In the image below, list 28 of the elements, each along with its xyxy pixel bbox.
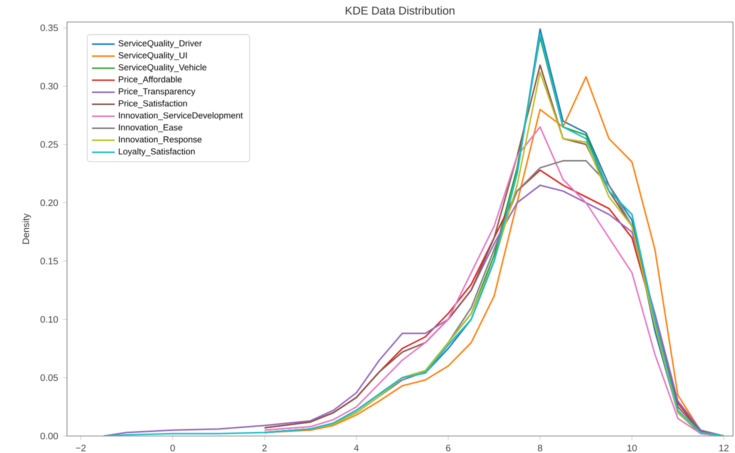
x-tick-label: 2 bbox=[262, 444, 267, 452]
y-tick-label: 0.35 bbox=[40, 24, 58, 32]
legend-label: Price_Affordable bbox=[118, 76, 182, 84]
x-tick-label: −2 bbox=[76, 444, 86, 452]
x-tick-label: 10 bbox=[627, 444, 637, 452]
x-tick-label: 4 bbox=[354, 444, 359, 452]
legend-label: Loyalty_Satisfaction bbox=[118, 148, 195, 156]
x-tick-label: 8 bbox=[538, 444, 542, 452]
y-tick-label: 0.15 bbox=[40, 258, 58, 264]
legend-label: Innovation_Ease bbox=[118, 124, 182, 132]
x-tick-label: 6 bbox=[446, 444, 450, 452]
legend-label: Innovation_Response bbox=[118, 136, 202, 144]
y-tick-label: 0.00 bbox=[40, 432, 58, 440]
y-tick-label: 0.05 bbox=[40, 374, 58, 381]
y-tick-label: 0.10 bbox=[40, 316, 58, 323]
y-tick-label: 0.20 bbox=[40, 199, 58, 206]
legend-label: Price_Satisfaction bbox=[118, 100, 187, 108]
y-axis-title: Density bbox=[22, 213, 31, 244]
legend-label: Innovation_ServiceDevelopment bbox=[118, 112, 243, 120]
y-tick-label: 0.30 bbox=[40, 82, 58, 90]
legend-label: Price_Transparency bbox=[118, 88, 196, 96]
legend-label: ServiceQuality_Driver bbox=[118, 40, 202, 48]
legend-label: ServiceQuality_Vehicle bbox=[118, 64, 206, 72]
legend-label: ServiceQuality_UI bbox=[118, 52, 187, 60]
x-tick-label: 12 bbox=[719, 444, 729, 452]
chart-title: KDE Data Distribution bbox=[346, 6, 454, 15]
x-tick-label: 0 bbox=[170, 444, 175, 452]
y-tick-label: 0.25 bbox=[40, 141, 58, 148]
